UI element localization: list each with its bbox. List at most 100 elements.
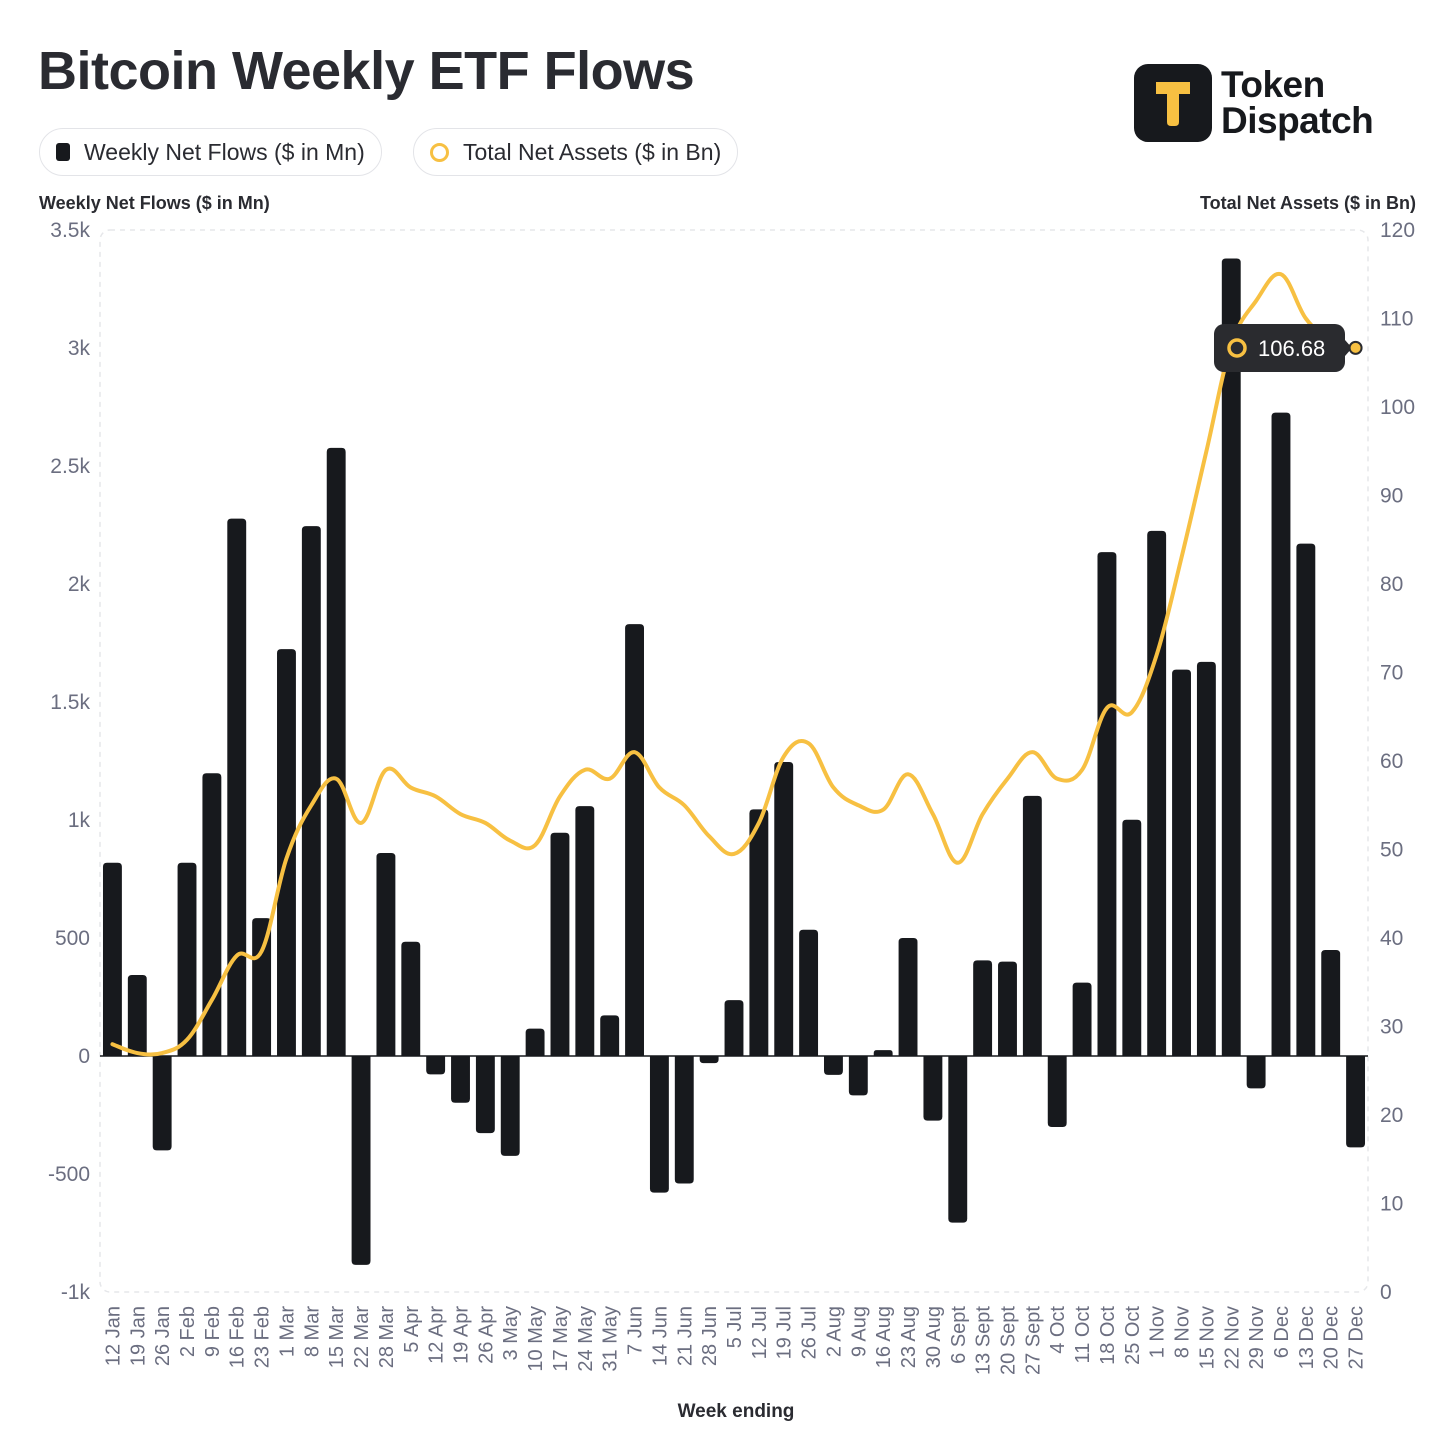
y-tick-right: 40 [1380, 927, 1403, 950]
flow-bar-14-jun[interactable] [649, 1056, 669, 1193]
flow-bar-27-sept[interactable] [1022, 795, 1042, 1056]
flow-bar-11-oct[interactable] [1072, 982, 1092, 1056]
flow-bar-19-jul[interactable] [774, 761, 794, 1056]
flow-bar-1-nov[interactable] [1147, 530, 1167, 1056]
tooltip-box [1214, 324, 1345, 372]
flow-bar-29-nov[interactable] [1246, 1056, 1266, 1089]
x-tick-label: 14 Jun [649, 1306, 671, 1366]
x-tick-label: 17 May [550, 1306, 572, 1372]
x-tick-label: 30 Aug [923, 1306, 945, 1368]
flow-bar-2-feb[interactable] [177, 862, 197, 1056]
x-tick-label: 16 Aug [873, 1306, 895, 1368]
x-tick-label: 8 Nov [1172, 1306, 1194, 1358]
y-tick-right: 60 [1380, 750, 1403, 773]
flow-bar-10-may[interactable] [525, 1028, 545, 1056]
flow-bar-20-sept[interactable] [998, 961, 1017, 1056]
x-tick-label: 13 Dec [1296, 1306, 1318, 1369]
flow-bar-6-sept[interactable] [948, 1056, 968, 1223]
flow-bar-19-apr[interactable] [451, 1056, 470, 1103]
flow-bar-25-oct[interactable] [1122, 819, 1142, 1056]
y-tick-right: 10 [1380, 1193, 1403, 1216]
flow-bar-6-dec[interactable] [1271, 412, 1291, 1056]
legend-item-total-net-assets[interactable]: Total Net Assets ($ in Bn) [413, 128, 739, 176]
flow-bar-31-may[interactable] [600, 1015, 620, 1056]
flow-bar-20-dec[interactable] [1321, 950, 1341, 1056]
flow-bar-19-jan[interactable] [127, 975, 147, 1056]
flow-bar-8-mar[interactable] [301, 526, 321, 1056]
flow-bar-7-jun[interactable] [625, 624, 644, 1056]
brand-line-1: Token [1221, 64, 1325, 105]
x-tick-label: 19 Jul [774, 1306, 796, 1359]
x-tick-label: 4 Oct [1047, 1306, 1069, 1354]
chart-title: Bitcoin Weekly ETF Flows [38, 41, 695, 101]
y-axis-title-left: Weekly Net Flows ($ in Mn) [39, 193, 270, 213]
flow-bar-4-oct[interactable] [1047, 1056, 1067, 1128]
y-tick-right: 100 [1380, 396, 1415, 419]
y-tick-right: 20 [1380, 1104, 1403, 1127]
x-tick-label: 15 Nov [1196, 1306, 1218, 1369]
flow-bar-22-nov[interactable] [1221, 258, 1241, 1056]
flow-bar-5-jul[interactable] [724, 1000, 744, 1056]
flow-bar-28-mar[interactable] [376, 853, 396, 1056]
flow-bar-21-jun[interactable] [674, 1056, 694, 1184]
flow-bar-18-oct[interactable] [1097, 552, 1117, 1056]
plot-area-frame [99, 229, 1369, 1293]
flow-bar-8-nov[interactable] [1172, 669, 1191, 1056]
x-tick-label: 11 Oct [1072, 1306, 1094, 1364]
x-tick-label: 12 Jul [749, 1306, 771, 1359]
flow-bar-15-mar[interactable] [326, 447, 346, 1056]
line-end-point [1348, 340, 1363, 355]
legend-item-weekly-net-flows[interactable]: Weekly Net Flows ($ in Mn) [39, 128, 382, 176]
flow-bar-28-jun[interactable] [699, 1056, 719, 1064]
x-tick-label: 9 Feb [202, 1306, 224, 1357]
x-tick-label: 28 Jun [699, 1306, 721, 1366]
flow-bar-26-jan[interactable] [152, 1056, 172, 1151]
flow-bar-13-dec[interactable] [1296, 543, 1316, 1056]
x-tick-label: 6 Dec [1271, 1306, 1293, 1358]
flow-bar-12-jan[interactable] [102, 862, 122, 1056]
flow-bar-16-aug[interactable] [873, 1050, 893, 1056]
x-tick-label: 7 Jun [625, 1306, 647, 1355]
flow-bar-26-jul[interactable] [799, 929, 819, 1056]
flow-bar-24-may[interactable] [575, 806, 595, 1056]
flow-bar-26-apr[interactable] [475, 1056, 495, 1134]
y-axis-title-right: Total Net Assets ($ in Bn) [1200, 193, 1416, 213]
x-tick-label: 1 Nov [1147, 1306, 1169, 1358]
flow-bar-2-aug[interactable] [824, 1056, 843, 1075]
x-tick-label: 26 Jan [152, 1306, 174, 1366]
x-tick-label: 16 Feb [227, 1306, 249, 1368]
flow-bar-30-aug[interactable] [923, 1056, 943, 1121]
legend-label: Total Net Assets ($ in Bn) [463, 138, 722, 165]
y-tick-right: 50 [1380, 839, 1403, 862]
flow-bar-23-feb[interactable] [252, 918, 272, 1056]
x-tick-label: 23 Aug [898, 1306, 920, 1368]
flow-bar-16-feb[interactable] [227, 518, 247, 1056]
y-tick-left: 0 [78, 1045, 90, 1068]
x-tick-label: 3 May [500, 1306, 522, 1360]
value-tooltip: 106.68 [1214, 324, 1352, 372]
x-tick-label: 24 May [575, 1306, 597, 1372]
flow-bar-12-apr[interactable] [426, 1056, 446, 1075]
flow-bar-13-sept[interactable] [973, 960, 993, 1056]
y-tick-left: 1k [68, 809, 91, 832]
flow-bar-23-aug[interactable] [898, 938, 918, 1056]
y-tick-left: 2.5k [50, 455, 90, 478]
flow-bar-15-nov[interactable] [1196, 661, 1216, 1056]
flow-bar-9-feb[interactable] [202, 773, 222, 1056]
x-tick-label: 20 Dec [1321, 1306, 1343, 1369]
x-tick-label: 25 Oct [1122, 1306, 1144, 1365]
x-tick-label: 9 Aug [848, 1306, 870, 1357]
y-tick-right: 90 [1380, 485, 1403, 508]
flow-bar-17-may[interactable] [550, 832, 570, 1056]
flow-bar-3-may[interactable] [500, 1056, 520, 1156]
x-tick-label: 23 Feb [252, 1306, 274, 1368]
flow-bar-5-apr[interactable] [401, 941, 421, 1056]
flow-bar-22-mar[interactable] [351, 1056, 371, 1265]
x-tick-label: 27 Sept [1022, 1306, 1044, 1375]
flow-bar-9-aug[interactable] [848, 1056, 868, 1096]
x-tick-label: 20 Sept [997, 1306, 1019, 1375]
brand-line-2: Dispatch [1221, 100, 1374, 141]
x-tick-label: 18 Oct [1097, 1306, 1119, 1365]
flow-bar-12-jul[interactable] [749, 809, 769, 1056]
flow-bar-27-dec[interactable] [1346, 1056, 1366, 1148]
